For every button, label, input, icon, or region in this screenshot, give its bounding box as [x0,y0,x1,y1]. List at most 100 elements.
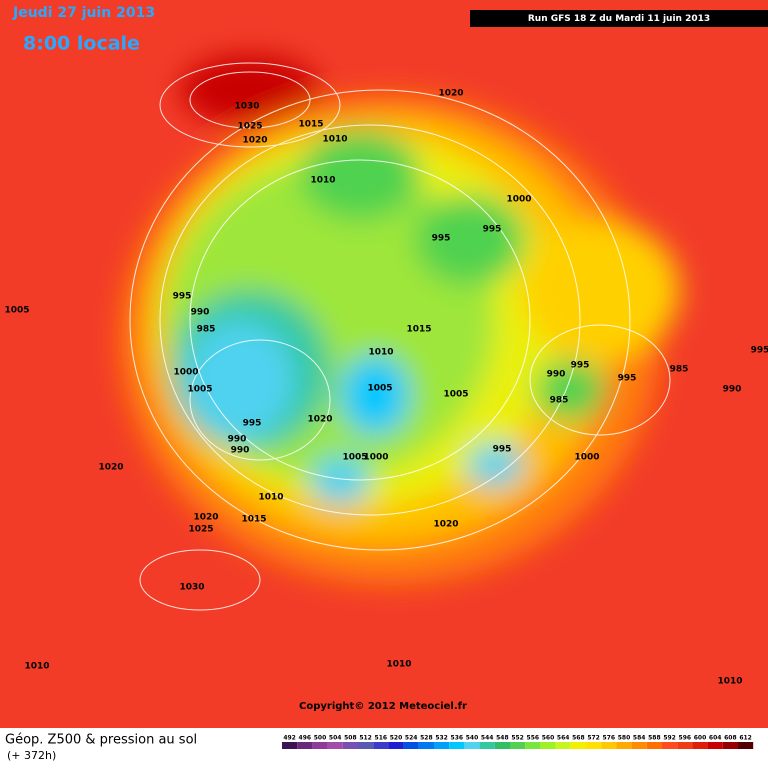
scale-swatch [418,742,434,749]
scale-label: 600 [694,735,707,742]
scale-label: 548 [496,735,509,742]
color-scale: 492 496 500 504 508 512 516 520 524 528 532 536 540 5… [282,735,754,749]
isobar-labels: 1030 1025 1020 1015 1010 1020 1010 1000 995 995 99… [4,89,768,687]
isobar-label: 1020 [307,415,332,425]
isobar-label: 1010 [310,176,335,186]
scale-swatch [601,742,617,749]
isobar-label: 1005 [4,306,29,316]
scale-label: 516 [375,735,388,742]
scale-label: 492 [283,735,296,742]
isobar-label: 1010 [258,493,283,503]
scale-swatch [662,742,678,749]
scale-swatch [282,742,298,749]
scale-swatch [358,742,374,749]
scale-label: 564 [557,735,570,742]
isobar-label: 1020 [98,463,123,473]
run-info: Run GFS 18 Z du Mardi 11 juin 2013 [528,14,710,24]
isobar-label: 1020 [433,520,458,530]
isobar-label: 990 [547,370,566,380]
scale-swatch [646,742,662,749]
isobar-label: 1010 [24,662,49,672]
scale-label: 504 [329,735,342,742]
scale-label: 540 [466,735,479,742]
scale-swatch [434,742,450,749]
scale-label: 572 [587,735,600,742]
isobar-label: 995 [432,234,451,244]
scale-swatch [707,742,723,749]
isobar-label: 1030 [234,102,259,112]
isobar-label: 1015 [406,325,431,335]
copyright: Copyright© 2012 Meteociel.fr [299,701,467,712]
isobar-label: 1020 [193,513,218,523]
scale-label: 604 [709,735,722,742]
isobar-label: 1010 [322,135,347,145]
isobar-label: 1025 [188,525,213,535]
scale-label: 528 [420,735,433,742]
scale-swatch [631,742,647,749]
isobar-label: 1010 [386,660,411,670]
isobar-label: 990 [191,308,210,318]
scale-swatch [555,742,571,749]
isobar-label: 995 [243,419,262,429]
isobar-label: 1010 [717,677,742,687]
scale-swatch [312,742,328,749]
scale-swatch [373,742,389,749]
scale-swatch [738,742,754,749]
isobar-label: 995 [493,445,512,455]
isobar-label: 1025 [237,122,262,132]
isobar-label: 1020 [438,89,463,99]
scale-label: 532 [435,735,448,742]
scale-label: 552 [511,735,524,742]
scale-swatch [586,742,602,749]
forecast-date: Jeudi 27 juin 2013 [12,5,155,21]
isobar-label: 1000 [574,453,599,463]
scale-swatch [494,742,510,749]
isobar-label: 995 [173,292,192,302]
scale-label: 580 [618,735,631,742]
isobar-label: 990 [228,435,247,445]
scale-label: 524 [405,735,418,742]
scale-label: 496 [299,735,312,742]
isobar-label: 1000 [363,453,388,463]
scale-swatch [327,742,343,749]
scale-label: 556 [527,735,540,742]
scale-swatch [510,742,526,749]
isobar-label: 995 [751,346,768,356]
scale-label: 544 [481,735,494,742]
scale-label: 584 [633,735,646,742]
isobar-label: 985 [197,325,216,335]
isobar-label: 1015 [241,515,266,525]
scale-swatch [525,742,541,749]
forecast-time: 8:00 locale [23,33,140,55]
scale-swatch [479,742,495,749]
scale-label: 592 [663,735,676,742]
scale-swatch [388,742,404,749]
scale-label: 560 [542,735,555,742]
isobar-label: 1005 [367,384,392,394]
isobar-label: 1000 [173,368,198,378]
isobar-label: 1010 [368,348,393,358]
isobar-label: 1030 [179,583,204,593]
isobar-label: 995 [571,361,590,371]
legend-title: Géop. Z500 & pression au sol [5,733,197,748]
scale-label: 520 [390,735,403,742]
run-box [470,10,768,27]
scale-swatch [677,742,693,749]
scale-swatch [449,742,465,749]
field [0,0,768,728]
isobar-label: 1015 [298,120,323,130]
scale-label: 568 [572,735,585,742]
isobar-label: 1000 [506,195,531,205]
isobar-label: 990 [723,385,742,395]
scale-swatch [342,742,358,749]
isobar-label: 1005 [443,390,468,400]
scale-label: 508 [344,735,357,742]
scale-swatch [403,742,419,749]
scale-label: 576 [603,735,616,742]
scale-label: 608 [724,735,737,742]
isobar-label: 985 [670,365,689,375]
legend-lead: (+ 372h) [7,749,56,762]
scale-swatch [464,742,480,749]
isobar-label: 995 [618,374,637,384]
